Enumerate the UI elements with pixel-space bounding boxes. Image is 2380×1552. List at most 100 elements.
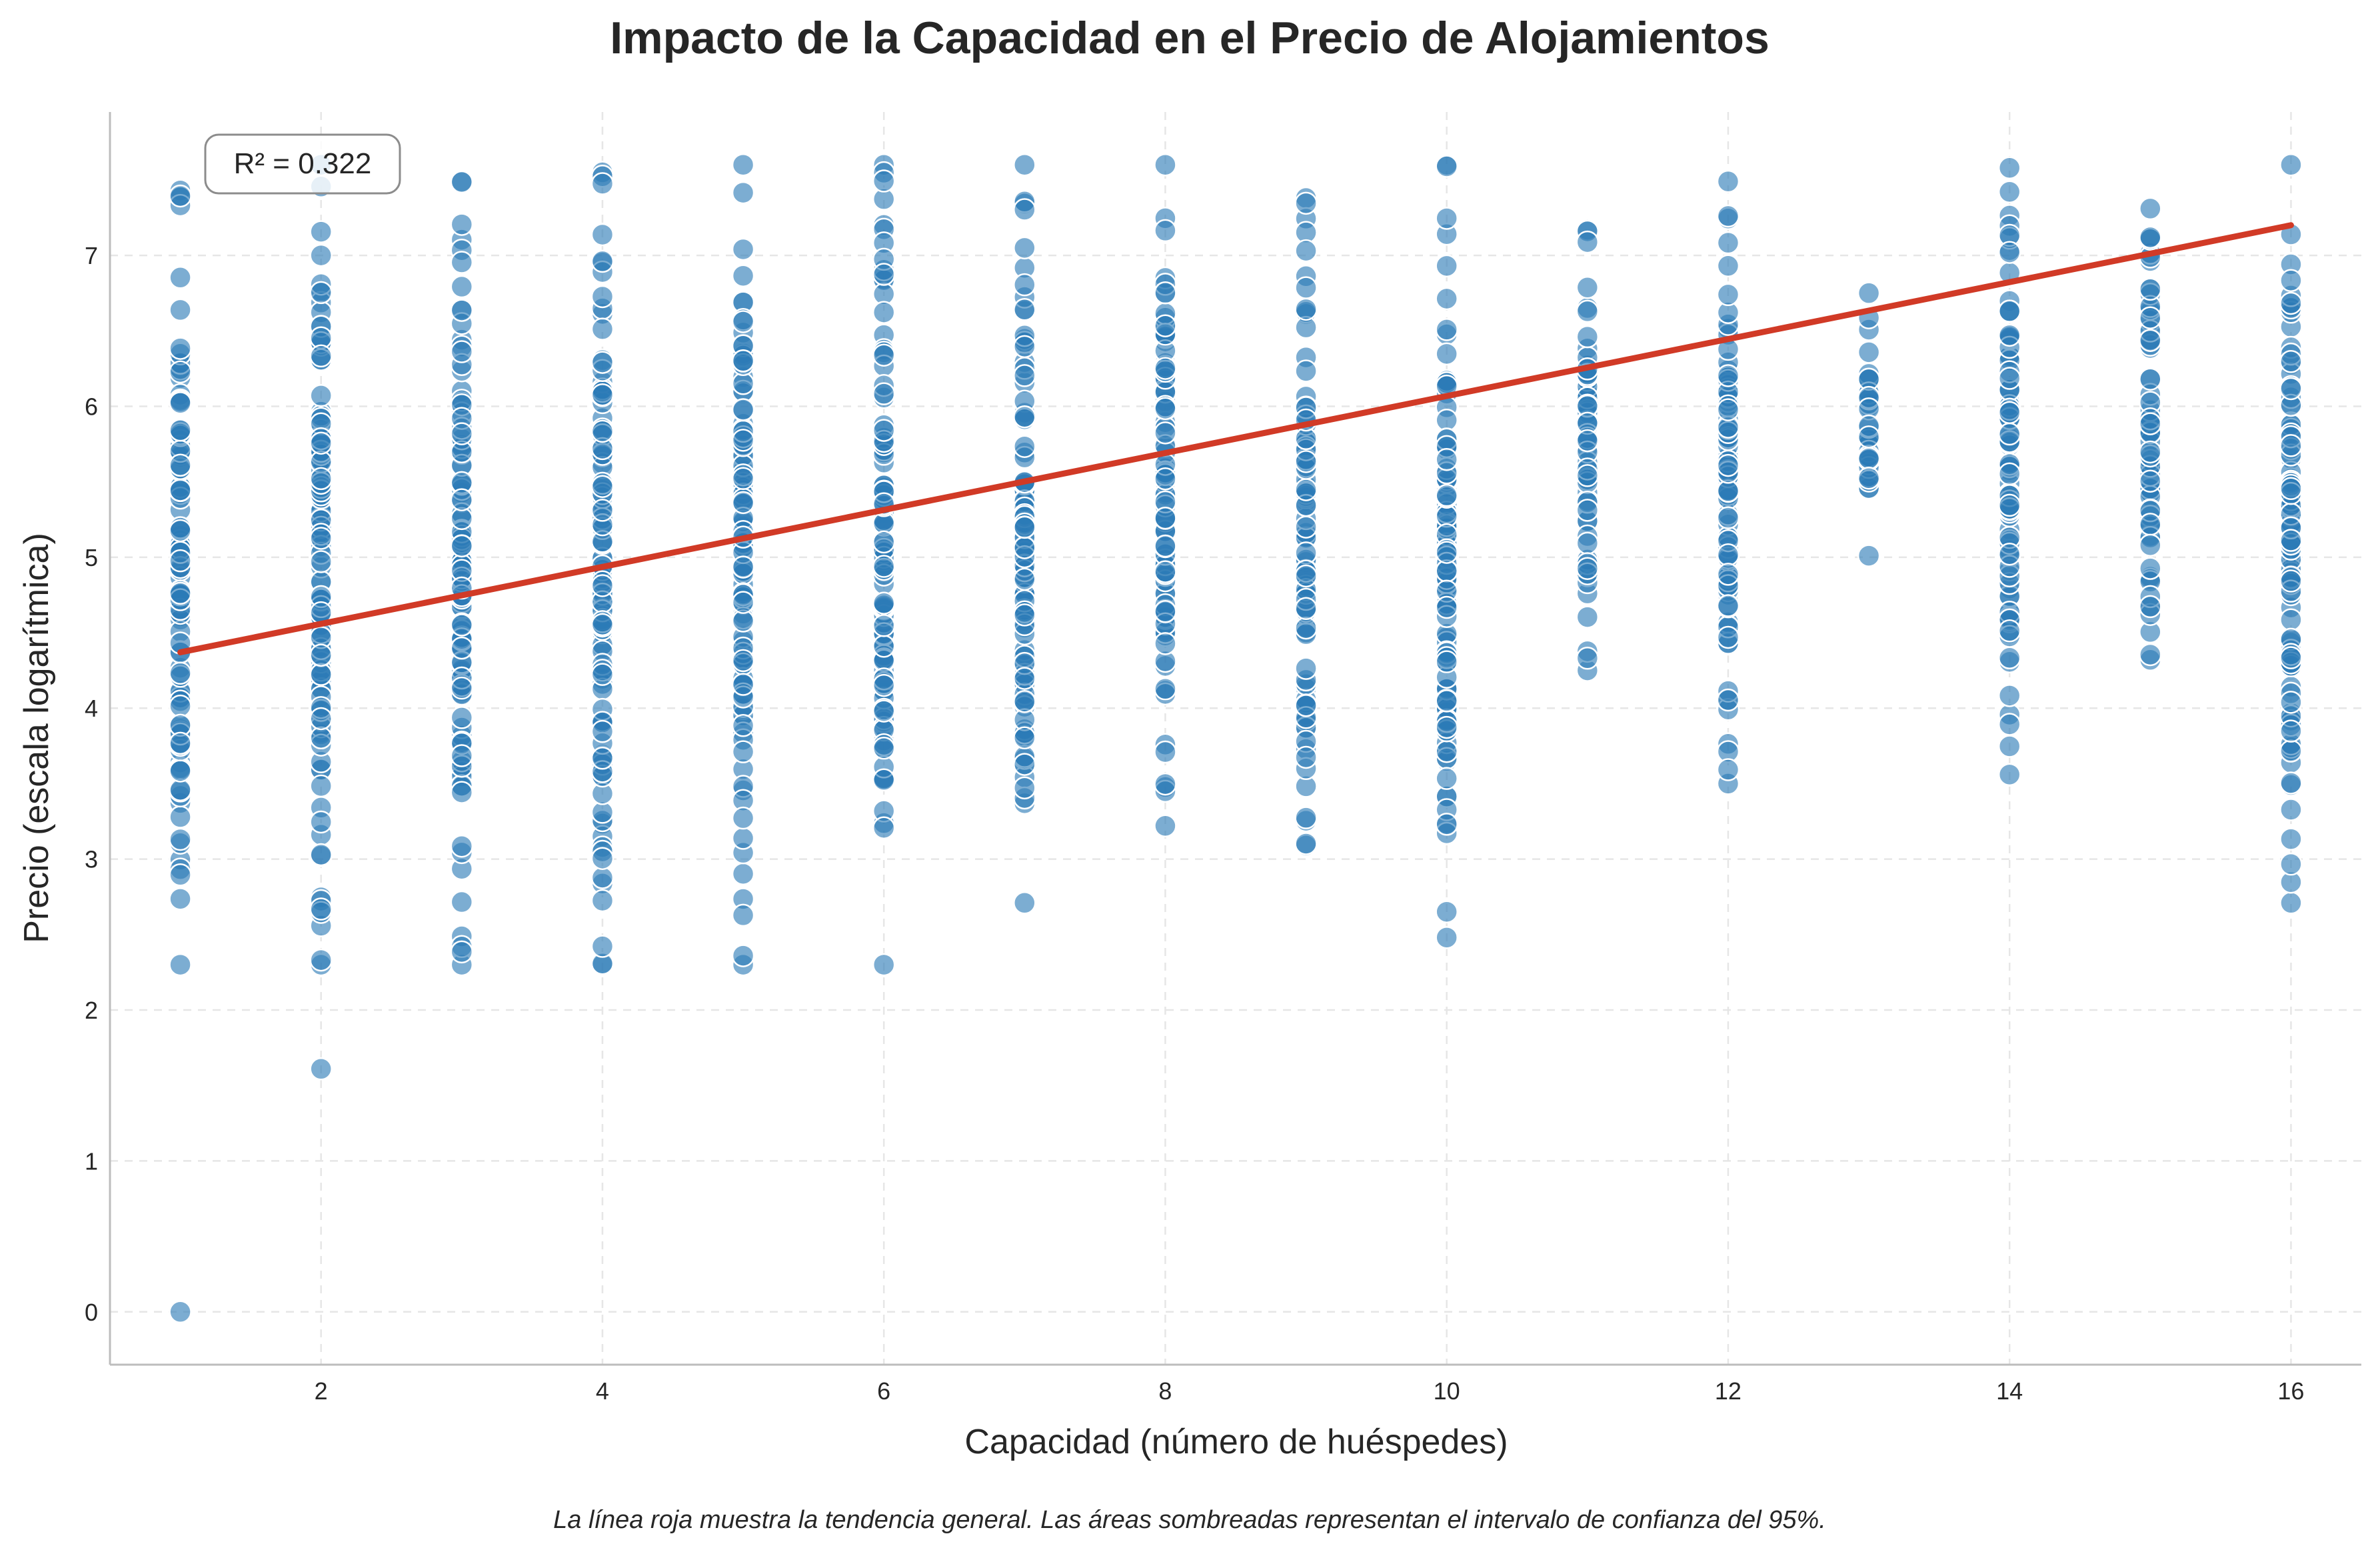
data-point (450, 781, 474, 804)
data-point (1154, 421, 1177, 445)
data-point (731, 429, 755, 452)
data-point (1997, 619, 2021, 643)
data-point (1857, 281, 1881, 305)
data-point (309, 384, 333, 407)
data-point (1997, 542, 2021, 566)
data-point (1857, 341, 1881, 364)
data-point (1716, 231, 1740, 255)
data-point (309, 431, 333, 455)
data-point (1716, 283, 1740, 307)
data-point (1716, 169, 1740, 193)
data-point (169, 953, 192, 977)
data-point (1435, 900, 1458, 923)
data-point (1576, 429, 1600, 453)
x-tick-label: 4 (596, 1377, 609, 1405)
data-point (872, 737, 896, 760)
data-point (1716, 204, 1740, 228)
data-point (2279, 798, 2303, 821)
data-point (731, 153, 755, 177)
data-point (1294, 450, 1318, 473)
data-point (1716, 254, 1740, 278)
data-point (591, 613, 614, 637)
data-point (1294, 597, 1318, 621)
data-point (1013, 198, 1036, 221)
data-point (1154, 153, 1177, 177)
data-point (731, 740, 755, 763)
data-point (872, 301, 896, 324)
y-tick-label: 3 (85, 846, 98, 873)
data-point (2139, 557, 2162, 580)
data-point (731, 862, 755, 885)
data-point (1576, 325, 1600, 349)
data-point (1576, 276, 1600, 299)
data-point (731, 714, 755, 737)
data-point (731, 398, 755, 421)
data-point (1435, 483, 1458, 507)
data-point (1154, 397, 1177, 421)
data-point (1997, 493, 2021, 517)
x-tick-label: 2 (315, 1377, 328, 1405)
data-point (872, 530, 896, 554)
data-point (169, 1300, 192, 1324)
data-point (1294, 276, 1318, 299)
data-point (731, 944, 755, 967)
data-point (1997, 713, 2021, 736)
data-point (2139, 197, 2162, 221)
data-point (2279, 852, 2303, 876)
data-point (169, 184, 192, 208)
y-tick-label: 6 (85, 393, 98, 420)
data-point (591, 383, 614, 407)
data-point (872, 263, 896, 286)
data-point (450, 251, 474, 274)
data-point (1435, 207, 1458, 230)
data-point (2139, 277, 2162, 301)
data-point (2279, 891, 2303, 915)
data-point (1435, 342, 1458, 366)
data-point (591, 866, 614, 889)
data-point (1154, 772, 1177, 796)
data-point (1294, 239, 1318, 263)
data-point (1294, 191, 1318, 215)
data-point (731, 806, 755, 830)
data-point (1997, 367, 2021, 390)
data-point (309, 663, 333, 686)
data-point (2139, 513, 2162, 536)
data-point (1576, 531, 1600, 555)
data-point (591, 747, 614, 770)
data-point (1154, 600, 1177, 623)
data-point (309, 220, 333, 243)
chart-footnote: La línea roja muestra la tendencia gener… (553, 1506, 1826, 1534)
y-tick-label: 2 (85, 997, 98, 1024)
data-point (1576, 557, 1600, 580)
data-point (2279, 691, 2303, 714)
data-point (1154, 534, 1177, 558)
data-point (309, 1057, 333, 1081)
data-point (2279, 827, 2303, 851)
data-point (1435, 767, 1458, 790)
data-point (2139, 225, 2162, 249)
axes (109, 112, 2361, 1366)
data-point (731, 591, 755, 614)
data-point (169, 418, 192, 442)
data-point (1997, 422, 2021, 446)
data-point (1576, 605, 1600, 629)
data-point (309, 344, 333, 368)
data-point (169, 661, 192, 685)
data-point (450, 422, 474, 445)
data-point (1154, 467, 1177, 491)
data-point (2279, 477, 2303, 501)
data-point (450, 890, 474, 914)
data-point (169, 479, 192, 502)
x-tick-label: 8 (1158, 1377, 1172, 1405)
data-point (2139, 412, 2162, 435)
data-point (1435, 813, 1458, 836)
data-point (591, 719, 614, 743)
data-point (1716, 563, 1740, 586)
data-point (1716, 398, 1740, 421)
data-point (591, 935, 614, 958)
data-point (731, 903, 755, 927)
data-point (450, 744, 474, 767)
data-point (169, 519, 192, 543)
data-point (591, 889, 614, 913)
